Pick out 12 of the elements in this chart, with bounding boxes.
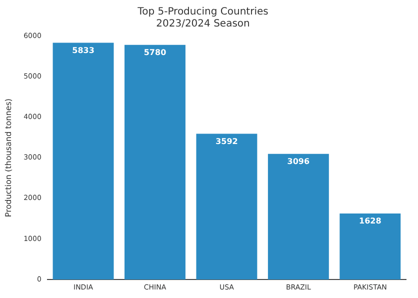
bar [52,42,114,280]
bar [196,134,258,280]
data-label: 1628 [359,216,382,226]
y-axis-title: Production (thousand tonnes) [4,98,13,218]
chart-title: Top 5-Producing Countries 2023/2024 Season [136,6,268,30]
data-label: 5833 [72,46,94,55]
bar [340,214,401,280]
data-label: 3592 [216,136,238,146]
bar [124,44,186,280]
data-label: 5780 [144,48,167,58]
data-label: 3096 [287,156,310,166]
bar [268,154,329,280]
